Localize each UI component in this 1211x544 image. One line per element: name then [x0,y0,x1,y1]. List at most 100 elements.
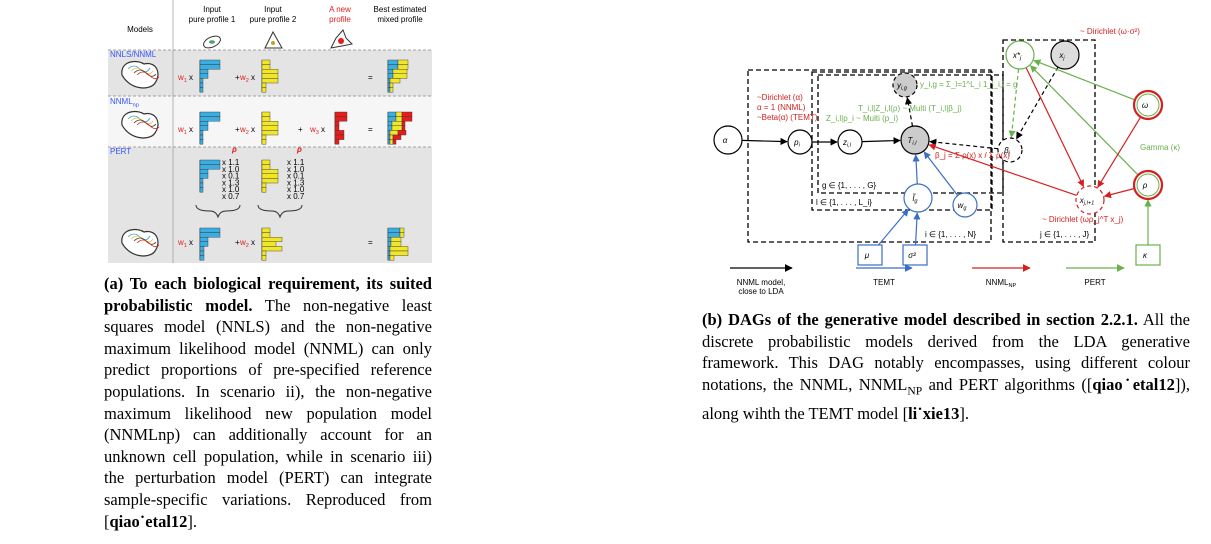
node-label-main: μ [864,251,870,260]
node-label: α [723,136,728,145]
legend-label: PERT [1084,278,1105,287]
profile-bar [262,242,276,247]
plate-label: g ∈ {1, . . . , G} [822,181,876,190]
legend-label-main: TEMT [873,278,895,287]
legend-label: NNMLNP [986,278,1017,289]
operator: = [368,125,373,134]
icon-nucleus [338,38,344,44]
profile-bar [200,174,208,179]
weight-sub: 2 [246,78,249,84]
column-header: pure profile 1 [189,15,236,24]
annotation: ~Beta(α) (TEMT) [757,113,818,122]
node-label-main: α [723,136,728,145]
node-label-main: ω [1142,101,1148,110]
node [788,130,812,154]
legend-label: close to LDA [738,287,784,296]
model-label: NNLS/NNML [110,50,157,59]
caption-text: The non-negative least squares model (NN… [104,296,432,531]
column-header: pure profile 2 [250,15,297,24]
node [1051,41,1079,69]
caption-a: (a) To each biological requirement, its … [104,273,432,532]
edge [1017,67,1058,139]
profile-bar [200,233,220,238]
profile-bar [390,135,393,140]
rho-symbol: ρ [231,145,237,154]
profile-bar [388,112,396,117]
profile-bar [262,65,270,70]
annotation: T_i,l|Z_i,l(ρ) ~ Multi (T_i,l|β_j) [858,104,962,113]
profile-bar [402,121,405,126]
weight-sub: 2 [246,243,249,249]
weight-sub: 2 [246,130,249,136]
profile-bar [262,256,266,261]
profile-bar [200,160,220,165]
profile-bar [262,165,270,170]
profile-bar [200,165,220,170]
profile-bar [200,251,204,256]
plate-label: j ∈ {1, . . . , J} [1039,230,1090,239]
node [858,245,882,265]
profile-bar [200,117,220,122]
profile-bar [398,60,408,65]
profile-bar [200,65,220,70]
profile-bar [335,130,344,135]
profile-bar [396,117,402,122]
weight-sub: 1 [184,78,187,84]
profile-bar [262,233,270,238]
legend-label-main: NNML model, [737,278,786,287]
legend-label-main: close to LDA [738,287,784,296]
profile-bar [200,246,204,251]
caption-text: NP [907,385,922,397]
node [904,184,932,212]
edge [1026,68,1083,187]
column-header: Best estimated [374,5,427,14]
edge [862,140,900,141]
annotation: ~ Dirichlet (ω·σ²) [1080,27,1140,36]
profile-bar [388,121,392,126]
node-label: ρ [1142,181,1148,190]
profile-bar [262,117,270,122]
caption-text: and PERT algorithms ([ [922,375,1092,394]
node-label: σ² [908,251,916,260]
column-header: A new [329,5,351,14]
rho-symbol: ρ [296,145,302,154]
profile-bar [200,183,203,188]
profile-bar [390,83,393,88]
node-label: ω [1142,101,1148,110]
caption-text: qiao˙etal12 [1092,375,1175,394]
profile-bar [335,121,339,126]
profile-bar [388,78,390,83]
profile-bar [388,140,390,145]
profile-bar [335,112,347,117]
profile-bar [388,88,390,93]
model-label-sub: np [133,103,139,109]
edge [1098,117,1141,187]
operator: x [251,73,255,82]
caption-text: ]. [187,512,197,531]
profile-bar [200,74,208,79]
column-header: Input [264,5,283,14]
profile-bar [200,140,203,145]
profile-bar [262,246,282,251]
profile-bar [388,237,391,242]
profile-bar [200,78,203,83]
profile-bar [262,130,278,135]
profile-bar [200,228,220,233]
edge [1031,66,1139,175]
profile-bar [262,69,278,74]
figures: ModelsInputpure profile 1Inputpure profi… [0,0,1211,310]
profile-bar [262,178,278,183]
profile-bar [392,121,402,126]
profile-bar [400,233,404,238]
node-label-sub: j,l+1 [1083,201,1094,207]
profile-bar [388,242,391,247]
profile-bar [388,126,392,131]
model-label: PERT [110,147,131,156]
rho-value: x 0.7 [287,192,305,201]
profile-bar [200,112,220,117]
profile-bar [388,69,393,74]
operator: x [189,125,193,134]
profile-bar [335,126,339,131]
annotation: α = 1 (NNML) [757,103,806,112]
profile-bar [262,140,266,145]
